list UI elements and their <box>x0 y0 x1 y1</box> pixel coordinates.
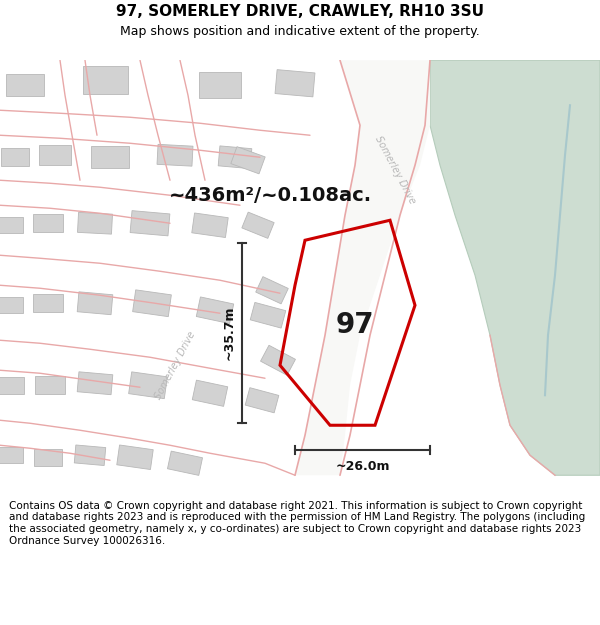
Bar <box>77 372 113 395</box>
Bar <box>0 298 23 313</box>
Bar <box>256 277 288 304</box>
Bar <box>130 211 170 236</box>
Bar <box>33 294 63 312</box>
Bar <box>117 445 153 469</box>
Text: Contains OS data © Crown copyright and database right 2021. This information is : Contains OS data © Crown copyright and d… <box>9 501 585 546</box>
Bar <box>167 451 203 476</box>
Bar <box>157 144 193 166</box>
Text: 97: 97 <box>335 311 374 339</box>
Bar <box>91 146 129 168</box>
Bar <box>0 448 23 463</box>
Bar <box>133 290 172 317</box>
Bar <box>192 380 228 406</box>
Bar <box>196 297 234 324</box>
Text: Map shows position and indicative extent of the property.: Map shows position and indicative extent… <box>120 25 480 38</box>
Text: ~26.0m: ~26.0m <box>335 460 390 473</box>
Bar <box>77 292 113 315</box>
Bar <box>35 376 65 394</box>
Bar <box>192 213 228 238</box>
Bar <box>39 145 71 165</box>
Text: ~35.7m: ~35.7m <box>223 306 236 361</box>
Polygon shape <box>430 60 600 475</box>
Bar <box>0 377 24 394</box>
Text: Somerley Drive: Somerley Drive <box>153 329 197 401</box>
Bar <box>33 214 63 232</box>
Bar <box>250 302 286 328</box>
Bar <box>260 345 295 375</box>
Bar <box>0 217 23 233</box>
Text: 97, SOMERLEY DRIVE, CRAWLEY, RH10 3SU: 97, SOMERLEY DRIVE, CRAWLEY, RH10 3SU <box>116 4 484 19</box>
Polygon shape <box>295 60 430 475</box>
Bar <box>83 66 128 94</box>
Text: ~436m²/~0.108ac.: ~436m²/~0.108ac. <box>169 186 371 205</box>
Bar <box>1 148 29 166</box>
Bar <box>74 445 106 466</box>
Bar <box>218 146 252 169</box>
Bar <box>275 69 315 97</box>
Bar <box>6 74 44 96</box>
Bar <box>242 212 274 238</box>
Bar <box>77 213 113 234</box>
Bar <box>231 147 265 174</box>
Bar <box>34 449 62 466</box>
Bar <box>199 72 241 98</box>
Text: Somerley Drive: Somerley Drive <box>373 134 417 206</box>
Bar <box>128 372 167 399</box>
Bar <box>245 388 279 413</box>
